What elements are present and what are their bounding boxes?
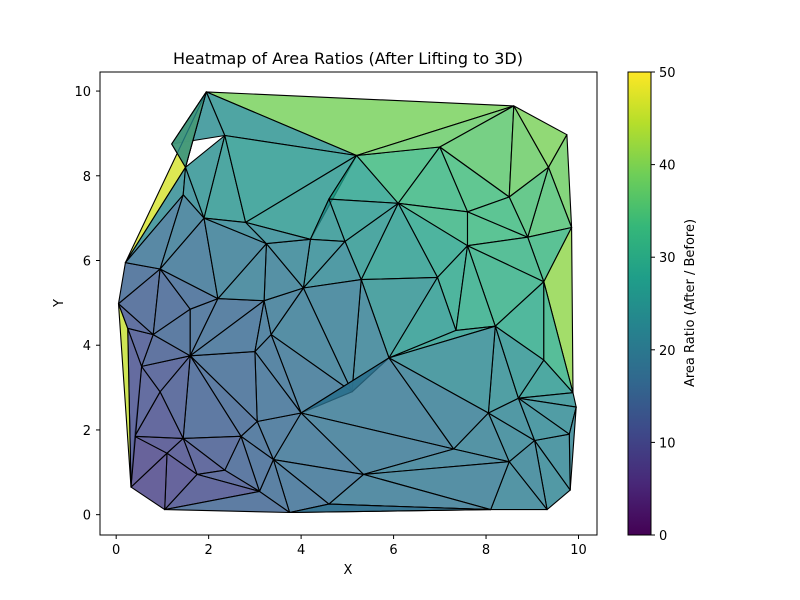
- x-tick-label: 6: [389, 543, 397, 558]
- y-tick-label: 6: [83, 255, 91, 270]
- mesh-triangle-120: [159, 194, 205, 270]
- mesh-triangle-96: [159, 355, 191, 439]
- colorbar: [627, 71, 652, 536]
- mesh-triangle-121: [171, 91, 207, 168]
- x-axis-label: X: [344, 563, 353, 578]
- triangle-mesh: [117, 91, 577, 514]
- y-tick-label: 4: [83, 339, 91, 354]
- x-axis: 0 2 4 6 8 10: [112, 535, 587, 558]
- mesh-triangle-122: [289, 503, 492, 514]
- colorbar-label: Area Ratio (After / Before): [683, 219, 698, 387]
- x-tick-label: 2: [205, 543, 213, 558]
- y-tick-label: 8: [83, 170, 91, 185]
- chart-title: Heatmap of Area Ratios (After Lifting to…: [173, 49, 523, 68]
- colorbar-tick-label: 20: [659, 344, 676, 359]
- plot-frame: [99, 71, 598, 536]
- y-tick-label: 10: [74, 85, 91, 100]
- x-tick-label: 4: [297, 543, 305, 558]
- colorbar-tick-label: 10: [659, 436, 676, 451]
- x-tick-label: 0: [112, 543, 120, 558]
- mesh-triangle-117: [245, 221, 311, 245]
- mesh-triangle-44: [494, 325, 545, 399]
- y-axis-label: Y: [52, 299, 67, 308]
- y-tick-label: 0: [83, 509, 91, 524]
- colorbar-axis: 0 10 20 30 40 50: [651, 66, 676, 544]
- x-tick-label: 10: [570, 543, 587, 558]
- mesh-triangle-123: [164, 490, 291, 514]
- colorbar-tick-label: 50: [659, 66, 676, 81]
- y-axis: 0 2 4 6 8 10: [74, 85, 100, 524]
- mesh-triangle-25: [466, 196, 529, 238]
- colorbar-tick-label: 30: [659, 251, 676, 266]
- colorbar-tick-label: 0: [659, 529, 667, 544]
- colorbar-tick-label: 40: [659, 159, 676, 174]
- x-tick-label: 8: [482, 543, 490, 558]
- y-tick-label: 2: [83, 424, 91, 439]
- mesh-triangle-42: [517, 397, 570, 442]
